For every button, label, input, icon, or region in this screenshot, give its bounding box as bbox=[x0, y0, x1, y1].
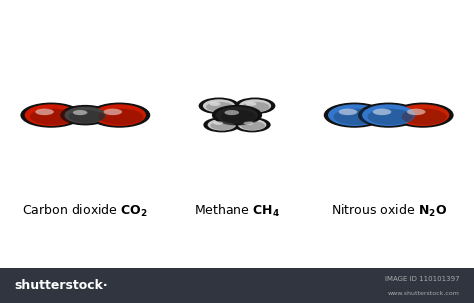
Text: IMAGE ID 110101397: IMAGE ID 110101397 bbox=[385, 276, 460, 281]
Ellipse shape bbox=[367, 109, 412, 125]
Ellipse shape bbox=[239, 99, 271, 112]
Ellipse shape bbox=[220, 110, 256, 123]
Ellipse shape bbox=[25, 104, 78, 126]
Ellipse shape bbox=[203, 99, 235, 112]
Ellipse shape bbox=[401, 109, 447, 125]
Ellipse shape bbox=[333, 109, 378, 125]
Ellipse shape bbox=[213, 121, 223, 125]
Ellipse shape bbox=[244, 121, 254, 125]
Ellipse shape bbox=[199, 98, 239, 114]
Ellipse shape bbox=[358, 102, 419, 128]
Ellipse shape bbox=[103, 109, 122, 115]
Ellipse shape bbox=[69, 110, 104, 123]
Ellipse shape bbox=[238, 119, 266, 131]
Ellipse shape bbox=[98, 109, 143, 125]
Text: Carbon dioxide $\mathbf{CO_2}$: Carbon dioxide $\mathbf{CO_2}$ bbox=[22, 202, 148, 219]
Ellipse shape bbox=[30, 109, 75, 125]
Ellipse shape bbox=[246, 102, 256, 106]
Ellipse shape bbox=[407, 109, 426, 115]
Ellipse shape bbox=[241, 121, 265, 130]
Ellipse shape bbox=[60, 105, 110, 125]
Ellipse shape bbox=[64, 107, 106, 124]
Ellipse shape bbox=[210, 121, 235, 130]
Text: shutterstock·: shutterstock· bbox=[14, 279, 108, 292]
Ellipse shape bbox=[35, 109, 54, 115]
Ellipse shape bbox=[338, 109, 357, 115]
Ellipse shape bbox=[212, 105, 262, 125]
Ellipse shape bbox=[392, 102, 454, 128]
Ellipse shape bbox=[208, 119, 236, 131]
Ellipse shape bbox=[242, 102, 270, 112]
Ellipse shape bbox=[234, 117, 271, 132]
Ellipse shape bbox=[216, 107, 258, 124]
Ellipse shape bbox=[206, 102, 234, 112]
Ellipse shape bbox=[362, 104, 415, 126]
Ellipse shape bbox=[328, 104, 381, 126]
Ellipse shape bbox=[20, 102, 82, 128]
Ellipse shape bbox=[93, 104, 146, 126]
Ellipse shape bbox=[203, 117, 240, 132]
Text: www.shutterstock.com: www.shutterstock.com bbox=[388, 291, 460, 296]
Ellipse shape bbox=[396, 104, 449, 126]
Ellipse shape bbox=[373, 109, 392, 115]
Text: Methane $\mathbf{CH_4}$: Methane $\mathbf{CH_4}$ bbox=[194, 202, 280, 219]
Ellipse shape bbox=[89, 102, 150, 128]
Ellipse shape bbox=[235, 98, 275, 114]
Ellipse shape bbox=[324, 102, 385, 128]
Text: Nitrous oxide $\mathbf{N_2O}$: Nitrous oxide $\mathbf{N_2O}$ bbox=[331, 202, 447, 219]
Ellipse shape bbox=[73, 110, 87, 115]
Ellipse shape bbox=[225, 110, 239, 115]
Ellipse shape bbox=[210, 102, 220, 106]
Bar bbox=[0, 268, 474, 303]
